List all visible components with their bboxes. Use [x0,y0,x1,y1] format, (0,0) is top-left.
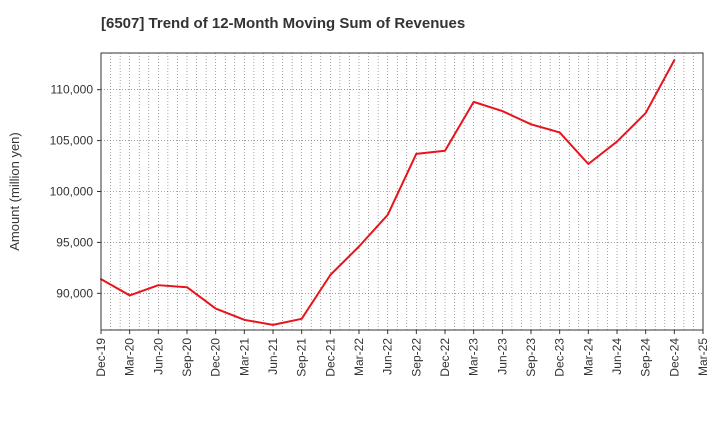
chart-title: [6507] Trend of 12-Month Moving Sum of R… [101,15,466,32]
x-tick-label: Jun-22 [381,338,395,375]
y-tick-label: 90,000 [56,286,93,300]
x-tick-label: Mar-20 [123,338,137,376]
x-tick-label: Dec-24 [667,338,681,377]
x-tick-label: Dec-22 [438,338,452,377]
x-tick-label: Mar-21 [237,338,251,376]
x-tick-label: Sep-21 [295,338,309,377]
y-axis-label: Amount (million yen) [7,132,22,251]
x-tick-label: Jun-24 [610,338,624,375]
x-tick-label: Jun-20 [151,338,165,375]
x-tick-label: Sep-22 [409,338,423,377]
x-tick-label: Sep-23 [524,338,538,377]
y-tick-label: 110,000 [51,83,94,97]
x-tick-label: Mar-22 [352,338,366,376]
plot-area-frame [100,52,704,331]
x-tick-label: Mar-23 [467,338,481,376]
y-axis-ticks: 90,000 95,000 100,000 105,000 110,000 [50,83,101,300]
grid [101,53,703,330]
series-line [100,59,676,326]
x-tick-label: Dec-19 [94,338,108,377]
y-tick-label: 95,000 [56,235,93,249]
x-tick-label: Dec-21 [323,338,337,377]
series-layer [100,59,676,326]
x-tick-label: Dec-23 [553,338,567,377]
x-axis-ticks: Dec-19 Mar-20 Jun-20 Sep-20 Dec-20 Mar-21 Jun-… [94,330,710,377]
x-tick-label: Sep-24 [639,338,653,377]
x-tick-label: Mar-24 [581,338,595,376]
x-tick-label: Mar-25 [696,338,710,376]
x-tick-label: Jun-23 [495,338,509,375]
x-tick-label: Sep-20 [180,338,194,377]
x-tick-label: Dec-20 [209,338,223,377]
x-tick-label: Jun-21 [266,338,280,375]
y-tick-label: 105,000 [50,134,94,148]
y-tick-label: 100,000 [50,185,94,199]
